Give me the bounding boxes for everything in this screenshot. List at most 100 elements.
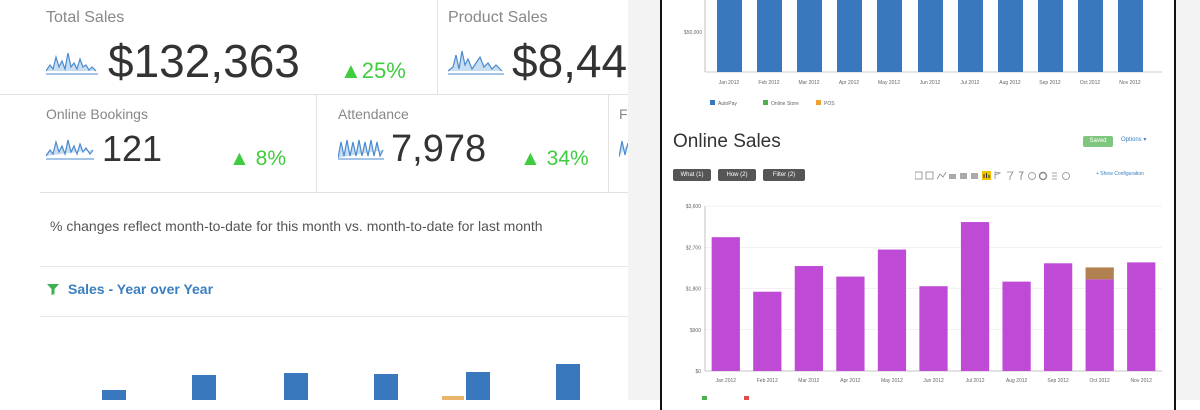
online-sales-bar[interactable] bbox=[1127, 262, 1156, 371]
x-tick-label: Nov 2012 bbox=[1119, 80, 1141, 86]
refresh-icon[interactable] bbox=[1062, 172, 1070, 180]
online-sales-bar[interactable] bbox=[711, 237, 740, 371]
x-tick-label: Jun 2012 bbox=[923, 378, 944, 384]
line-chart-icon[interactable] bbox=[936, 171, 947, 180]
dashboard-panel: Total Sales $132,363 ▲25% Product Sales … bbox=[0, 0, 628, 400]
online-sales-bar[interactable] bbox=[1085, 267, 1114, 280]
online-sales-bar[interactable] bbox=[960, 222, 990, 371]
y-tick-label: $3,600 bbox=[686, 204, 702, 210]
top-bar bbox=[757, 0, 782, 72]
online-sales-bar[interactable] bbox=[919, 286, 948, 371]
pie-chart-icon[interactable] bbox=[1028, 172, 1036, 180]
x-tick-label: Mar 2012 bbox=[798, 80, 819, 86]
yoy-bar bbox=[102, 390, 126, 400]
x-tick-label: Jan 2012 bbox=[715, 378, 736, 384]
x-tick-label: Feb 2012 bbox=[757, 378, 778, 384]
year-over-year-chart bbox=[102, 364, 580, 400]
area-chart-icon[interactable] bbox=[949, 174, 956, 179]
legend-swatch bbox=[710, 100, 715, 105]
kpi-attendance[interactable]: Attendance 7,978 ▲ 34% bbox=[317, 95, 609, 193]
legend-swatch bbox=[744, 396, 749, 400]
x-tick-label: Nov 2012 bbox=[1131, 378, 1153, 384]
x-tick-label: Apr 2012 bbox=[839, 80, 860, 86]
online-sales-bar[interactable] bbox=[877, 249, 907, 371]
x-tick-label: Apr 2012 bbox=[840, 378, 861, 384]
changes-note: % changes reflect month-to-date for this… bbox=[50, 218, 543, 234]
online-sales-bar[interactable] bbox=[836, 276, 865, 371]
yoy-bar bbox=[192, 375, 216, 400]
donut-chart-icon[interactable] bbox=[1038, 171, 1048, 181]
up-arrow-icon: ▲ bbox=[229, 147, 250, 170]
online-sales-bar[interactable] bbox=[794, 266, 823, 371]
top-bar bbox=[1118, 0, 1143, 72]
kpi-partial[interactable]: F bbox=[609, 95, 628, 193]
bar-chart-icon[interactable] bbox=[960, 173, 967, 179]
x-tick-label: Oct 2012 bbox=[1080, 80, 1101, 86]
kpi-product-sales[interactable]: Product Sales $8,44 bbox=[438, 0, 628, 95]
kpi-label: Online Bookings bbox=[46, 106, 148, 122]
saved-button[interactable]: Saved bbox=[1083, 136, 1113, 147]
kpi-value: 121 bbox=[102, 128, 163, 169]
sparkline-icon bbox=[448, 50, 504, 75]
settings-icon[interactable] bbox=[1052, 172, 1057, 180]
x-tick-label: Sep 2012 bbox=[1047, 378, 1069, 384]
online-sales-bar[interactable] bbox=[1044, 263, 1073, 371]
bar-chart-selected-icon bbox=[983, 173, 990, 178]
grid-icon[interactable] bbox=[925, 171, 934, 180]
online-sales-bar[interactable] bbox=[753, 291, 782, 371]
x-tick-label: Oct 2012 bbox=[1090, 378, 1111, 384]
section-title[interactable]: Sales - Year over Year bbox=[68, 281, 214, 297]
table-icon[interactable] bbox=[915, 171, 923, 180]
top-bar bbox=[1078, 0, 1103, 72]
x-tick-label: May 2012 bbox=[878, 80, 900, 86]
filter-button[interactable]: Filter (2) bbox=[763, 169, 805, 181]
kpi-online-bookings[interactable]: Online Bookings 121 ▲ 8% bbox=[40, 95, 317, 193]
x-tick-label: Sep 2012 bbox=[1039, 80, 1061, 86]
funnel-chart-icon[interactable] bbox=[1007, 171, 1014, 180]
column-chart-icon[interactable] bbox=[971, 173, 978, 179]
sparkline-icon bbox=[46, 139, 94, 160]
flag-icon[interactable] bbox=[994, 171, 1002, 179]
legend-swatch bbox=[763, 100, 768, 105]
kpi-change: ▲ 34% bbox=[520, 147, 589, 170]
x-tick-label: Jun 2012 bbox=[920, 80, 941, 86]
kpi-label: Attendance bbox=[338, 106, 409, 122]
top-bar bbox=[877, 0, 902, 72]
kpi-change: ▲25% bbox=[340, 58, 406, 83]
kpi-label: F bbox=[619, 106, 628, 122]
kpi-value: $8,44 bbox=[512, 35, 628, 87]
how-filter-button[interactable]: How (2) bbox=[718, 169, 756, 181]
top-bar bbox=[837, 0, 862, 72]
options-dropdown[interactable]: Options ▾ bbox=[1121, 137, 1147, 143]
up-arrow-icon: ▲ bbox=[520, 147, 541, 170]
online-sales-bar[interactable] bbox=[1085, 279, 1114, 371]
kpi-value: 7,978 bbox=[391, 128, 487, 170]
x-tick-label: May 2012 bbox=[881, 378, 903, 384]
y-tick-label: $2,700 bbox=[686, 245, 702, 251]
y-tick-label: $900 bbox=[690, 328, 701, 334]
yoy-bar bbox=[466, 372, 490, 400]
what-filter-button[interactable]: What (1) bbox=[673, 169, 711, 181]
x-tick-label: Feb 2012 bbox=[758, 80, 779, 86]
kpi-total-sales[interactable]: Total Sales $132,363 ▲25% bbox=[0, 0, 438, 95]
pin-icon[interactable] bbox=[1019, 171, 1024, 180]
kpi-value: $132,363 bbox=[108, 35, 300, 87]
kpi-label: Total Sales bbox=[46, 9, 125, 26]
top-bar bbox=[797, 0, 822, 72]
x-tick-label: Mar 2012 bbox=[798, 378, 819, 384]
online-sales-title: Online Sales bbox=[673, 131, 781, 152]
top-bar bbox=[717, 0, 742, 72]
yoy-bar bbox=[374, 374, 398, 400]
top-bar bbox=[918, 0, 943, 72]
y-tick-label: $0 bbox=[695, 369, 701, 375]
funnel-icon[interactable] bbox=[46, 282, 60, 296]
x-tick-label: Jul 2012 bbox=[961, 80, 980, 86]
chart-toolbar bbox=[915, 171, 1070, 181]
top-bar bbox=[958, 0, 983, 72]
online-sales-bar[interactable] bbox=[1002, 281, 1031, 371]
yoy-bar bbox=[442, 396, 464, 400]
up-arrow-icon: ▲ bbox=[340, 58, 362, 83]
kpi-label: Product Sales bbox=[448, 9, 548, 26]
show-configuration-link[interactable]: + Show Configuration bbox=[1096, 171, 1144, 177]
x-tick-label: Aug 2012 bbox=[999, 80, 1021, 86]
